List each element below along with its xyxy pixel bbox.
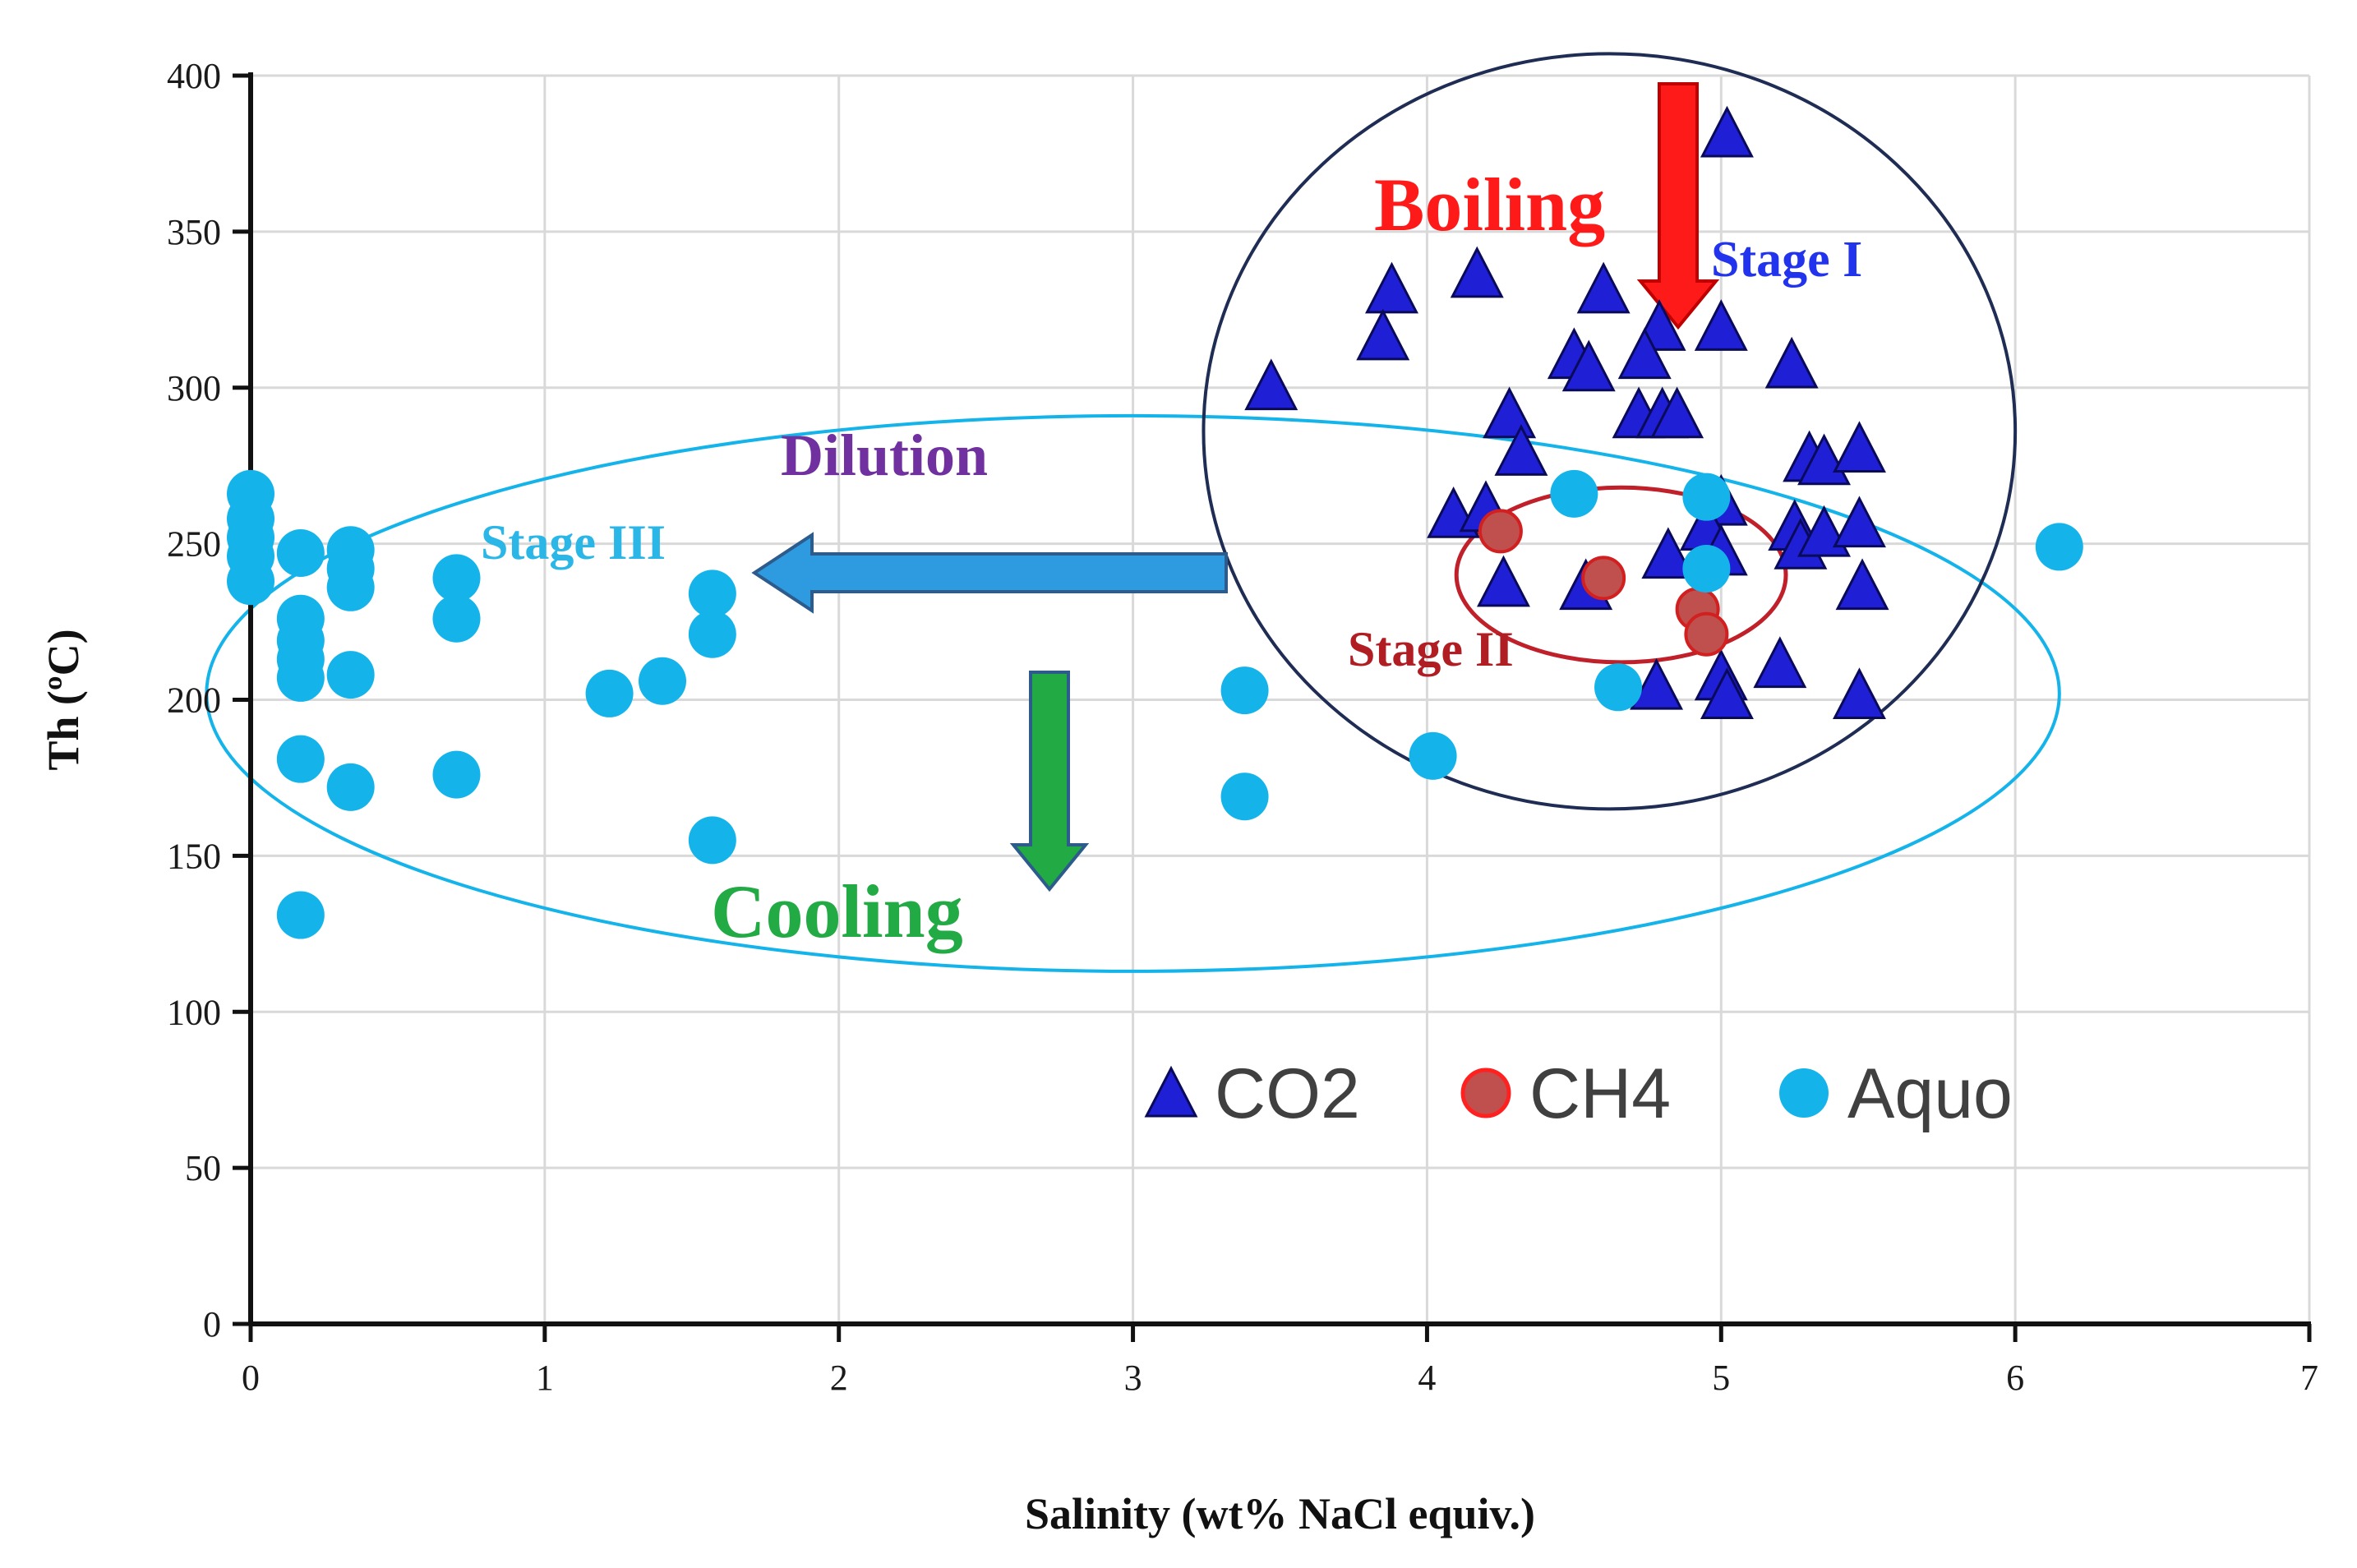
point-co2 [1641, 527, 1695, 579]
cooling-arrow [1009, 671, 1090, 892]
legend-item-aquo: Aquo [1779, 1054, 2013, 1133]
point-aquo [1682, 545, 1731, 593]
y-tick-label: 50 [185, 1148, 221, 1188]
point-ch4 [1478, 509, 1523, 554]
y-tick-label: 150 [167, 836, 221, 876]
point-ch4 [1684, 611, 1729, 657]
point-co2 [1694, 299, 1748, 351]
point-co2 [1477, 555, 1530, 607]
x-tick-label: 7 [2300, 1358, 2318, 1398]
point-aquo [1682, 473, 1731, 521]
x-tick-label: 4 [1418, 1358, 1436, 1398]
x-tick-label: 1 [536, 1358, 554, 1398]
point-co2 [1764, 336, 1819, 389]
point-co2 [1483, 386, 1537, 439]
point-aquo [639, 657, 686, 705]
point-aquo [1220, 772, 1269, 821]
point-co2 [1365, 261, 1418, 314]
y-tick-label: 200 [167, 680, 221, 721]
point-aquo [1550, 469, 1598, 518]
stage-1-circle [1202, 52, 2018, 811]
point-aquo [276, 735, 325, 783]
point-aquo [227, 557, 274, 606]
data-points [227, 105, 2083, 939]
boiling-arrow [1636, 82, 1720, 330]
point-co2 [1494, 424, 1548, 476]
point-aquo [1409, 731, 1457, 780]
point-aquo [2035, 523, 2083, 571]
legend-label-aquo: Aquo [1847, 1054, 2013, 1133]
legend-label-co2: CO2 [1215, 1054, 1360, 1133]
x-tick-label: 2 [830, 1358, 848, 1398]
annotation-boiling: Boiling [1374, 163, 1605, 247]
legend: CO2 CH4 Aquo [1144, 1054, 2013, 1133]
point-aquo [326, 763, 375, 811]
annotation-stage-3: Stage III [481, 515, 666, 570]
legend-item-co2: CO2 [1144, 1054, 1360, 1133]
point-co2 [1833, 667, 1886, 720]
point-co2 [1630, 657, 1684, 710]
point-aquo [276, 891, 325, 939]
legend-item-ch4: CH4 [1460, 1054, 1671, 1133]
point-co2 [1753, 636, 1807, 689]
annotation-dilution: Dilution [781, 422, 988, 488]
point-co2 [1576, 261, 1631, 314]
point-aquo [326, 563, 375, 611]
annotation-stage-1: Stage I [1711, 232, 1862, 288]
gridlines [251, 74, 2311, 1324]
point-co2 [1356, 308, 1410, 361]
stage-outlines [205, 52, 2061, 973]
point-co2 [1450, 246, 1504, 298]
y-tick-label: 400 [167, 56, 221, 96]
point-co2 [1561, 339, 1616, 392]
x-tick-label: 6 [2006, 1358, 2024, 1398]
y-tick-label: 100 [167, 992, 221, 1032]
stage-2-circle [1454, 485, 1788, 665]
x-tick-label: 5 [1712, 1358, 1730, 1398]
point-aquo [1594, 663, 1643, 712]
legend-marker-co2 [1144, 1065, 1198, 1118]
point-co2 [1833, 496, 1886, 548]
point-aquo [276, 653, 325, 702]
x-axis-title: Salinity (wt% NaCl equiv.) [1025, 1489, 1535, 1538]
point-aquo [326, 651, 375, 699]
stage-3-ellipse [205, 413, 2061, 973]
y-tick-label: 300 [167, 368, 221, 408]
point-aquo [276, 529, 325, 578]
point-co2 [1244, 358, 1298, 411]
point-aquo [585, 669, 634, 717]
point-aquo [432, 554, 481, 602]
y-tick-label: 250 [167, 524, 221, 565]
annotations: Boiling Stage I Stage II Stage III Dilut… [481, 163, 1862, 953]
point-co2 [1835, 558, 1889, 611]
legend-marker-ch4 [1460, 1068, 1511, 1118]
axes: 0 50 100 150 200 250 300 350 400 0 1 2 3 4 5 6 7 [167, 56, 2318, 1398]
point-ch4 [1581, 556, 1626, 601]
point-aquo [432, 594, 481, 643]
y-tick-label: 0 [203, 1304, 221, 1344]
y-tick-label: 350 [167, 212, 221, 252]
x-tick-label: 0 [242, 1358, 260, 1398]
point-aquo [688, 570, 736, 618]
point-co2 [1650, 386, 1704, 439]
point-co2 [1833, 421, 1886, 473]
x-tick-label: 3 [1124, 1358, 1142, 1398]
point-co2 [1700, 667, 1754, 720]
point-co2 [1700, 105, 1754, 158]
legend-marker-aquo [1779, 1068, 1829, 1118]
y-axis-title: Th (ºC) [39, 629, 88, 770]
point-aquo [688, 610, 736, 658]
legend-label-ch4: CH4 [1529, 1054, 1671, 1133]
point-aquo [1220, 666, 1269, 715]
annotation-stage-2: Stage II [1348, 622, 1514, 676]
point-aquo [688, 816, 736, 865]
annotation-cooling: Cooling [711, 869, 963, 953]
point-aquo [432, 750, 481, 799]
dilution-arrow [751, 532, 1228, 614]
point-co2 [1617, 327, 1672, 380]
